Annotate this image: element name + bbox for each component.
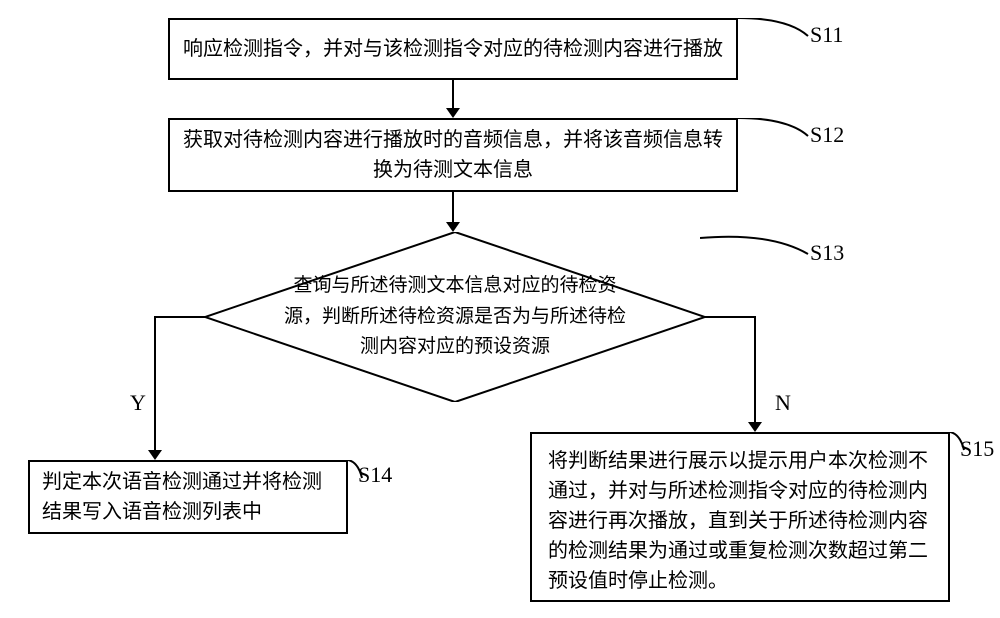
node-s13: 查询与所述待测文本信息对应的待检资源，判断所述待检资源是否为与所述待检测内容对应… xyxy=(205,232,705,402)
node-s11: 响应检测指令，并对与该检测指令对应的待检测内容进行播放 xyxy=(168,18,738,80)
node-s14: 判定本次语音检测通过并将检测结果写入语音检测列表中 xyxy=(28,460,348,534)
edge-s12-s13-head xyxy=(446,222,460,232)
node-s12: 获取对待检测内容进行播放时的音频信息，并将该音频信息转换为待测文本信息 xyxy=(168,118,738,192)
leader-s13 xyxy=(700,232,810,262)
label-s12: S12 xyxy=(810,122,844,148)
node-s15: 将判断结果进行展示以提示用户本次检测不通过，并对与所述检测指令对应的待检测内容进… xyxy=(530,432,950,602)
edge-n-v xyxy=(754,316,756,422)
edge-s12-s13 xyxy=(452,192,454,222)
edge-s11-s12-head xyxy=(446,108,460,118)
leader-s11 xyxy=(738,18,810,48)
node-s11-text: 响应检测指令，并对与该检测指令对应的待检测内容进行播放 xyxy=(183,34,723,64)
node-s13-text: 查询与所述待测文本信息对应的待检资源，判断所述待检资源是否为与所述待检测内容对应… xyxy=(275,271,635,362)
node-s15-text: 将判断结果进行展示以提示用户本次检测不通过，并对与所述检测指令对应的待检测内容进… xyxy=(548,446,932,596)
edge-s11-s12 xyxy=(452,80,454,108)
flowchart-container: 响应检测指令，并对与该检测指令对应的待检测内容进行播放 S11 获取对待检测内容… xyxy=(0,0,1000,618)
label-y: Y xyxy=(130,390,146,416)
label-n: N xyxy=(775,390,791,416)
edge-y-head xyxy=(148,450,162,460)
label-s13: S13 xyxy=(810,240,844,266)
edge-n-h xyxy=(705,316,755,318)
edge-y-h xyxy=(155,316,205,318)
node-s14-text: 判定本次语音检测通过并将检测结果写入语音检测列表中 xyxy=(42,467,334,527)
edge-n-head xyxy=(748,422,762,432)
leader-s15 xyxy=(950,432,970,454)
leader-s12 xyxy=(738,118,810,148)
label-s11: S11 xyxy=(810,22,843,48)
leader-s14 xyxy=(348,460,368,482)
edge-y-v xyxy=(154,316,156,450)
node-s12-text: 获取对待检测内容进行播放时的音频信息，并将该音频信息转换为待测文本信息 xyxy=(182,125,724,185)
node-s13-text-wrap: 查询与所述待测文本信息对应的待检资源，判断所述待检资源是否为与所述待检测内容对应… xyxy=(265,264,645,370)
